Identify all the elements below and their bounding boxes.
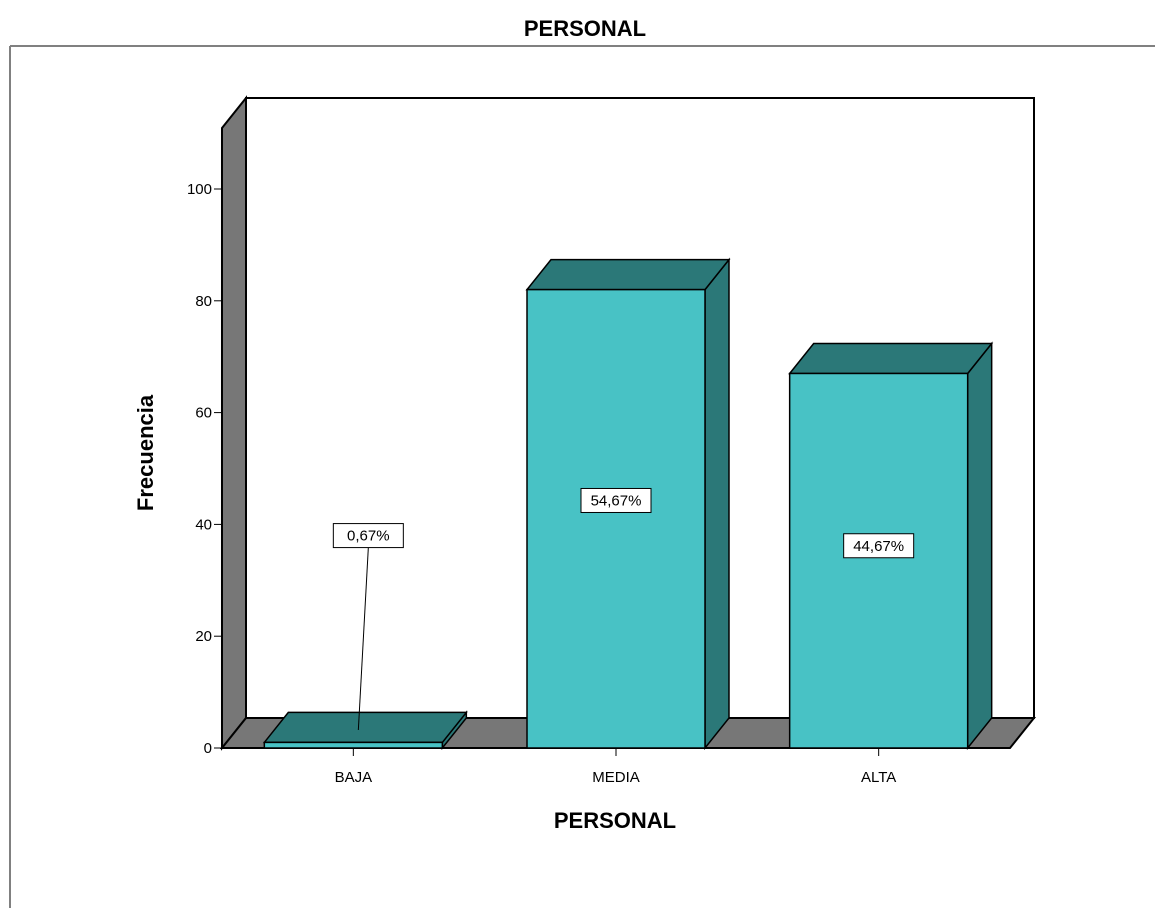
x-tick-label-baja: BAJA bbox=[335, 769, 373, 786]
y-tick-label-20: 20 bbox=[195, 628, 212, 645]
data-label-box-media bbox=[580, 487, 652, 513]
bar-side-media bbox=[704, 257, 730, 751]
bar-front-baja bbox=[263, 741, 444, 749]
y-tick-label-0: 0 bbox=[204, 740, 212, 757]
bar-front-media bbox=[526, 288, 706, 749]
data-label-box-alta bbox=[843, 533, 915, 559]
data-label-box-baja bbox=[332, 523, 404, 549]
bar-media bbox=[525, 257, 731, 751]
x-axis-title: PERSONAL bbox=[554, 808, 676, 833]
data-label-alta: 44,67% bbox=[853, 538, 904, 555]
side-wall bbox=[221, 95, 247, 751]
bar-front-alta bbox=[788, 372, 969, 749]
data-label-media: 54,67% bbox=[591, 492, 642, 509]
x-tick-label-media: MEDIA bbox=[592, 769, 640, 786]
chart-title: PERSONAL bbox=[524, 16, 646, 41]
y-axis-title: Frecuencia bbox=[133, 394, 158, 511]
data-label-baja: 0,67% bbox=[347, 528, 390, 545]
data-labels-group: 0,67% 54,67% 44,67% bbox=[332, 487, 915, 731]
bar-baja bbox=[262, 710, 468, 751]
y-tick-label-40: 40 bbox=[195, 516, 212, 533]
bar-top-baja bbox=[262, 711, 468, 744]
bar-top-media bbox=[525, 258, 731, 291]
y-tick-label-60: 60 bbox=[195, 405, 212, 422]
y-axis: 0 20 40 60 80 100 bbox=[187, 181, 222, 757]
data-label-leader-baja bbox=[357, 547, 369, 731]
bar-side-alta bbox=[966, 341, 993, 751]
bars-group bbox=[262, 257, 994, 751]
y-tick-label-80: 80 bbox=[195, 293, 212, 310]
x-axis: BAJA MEDIA ALTA bbox=[335, 748, 896, 786]
bar-alta bbox=[788, 341, 994, 751]
bar-top-alta bbox=[788, 342, 994, 375]
x-tick-label-alta: ALTA bbox=[861, 769, 896, 786]
y-tick-label-100: 100 bbox=[187, 181, 212, 198]
